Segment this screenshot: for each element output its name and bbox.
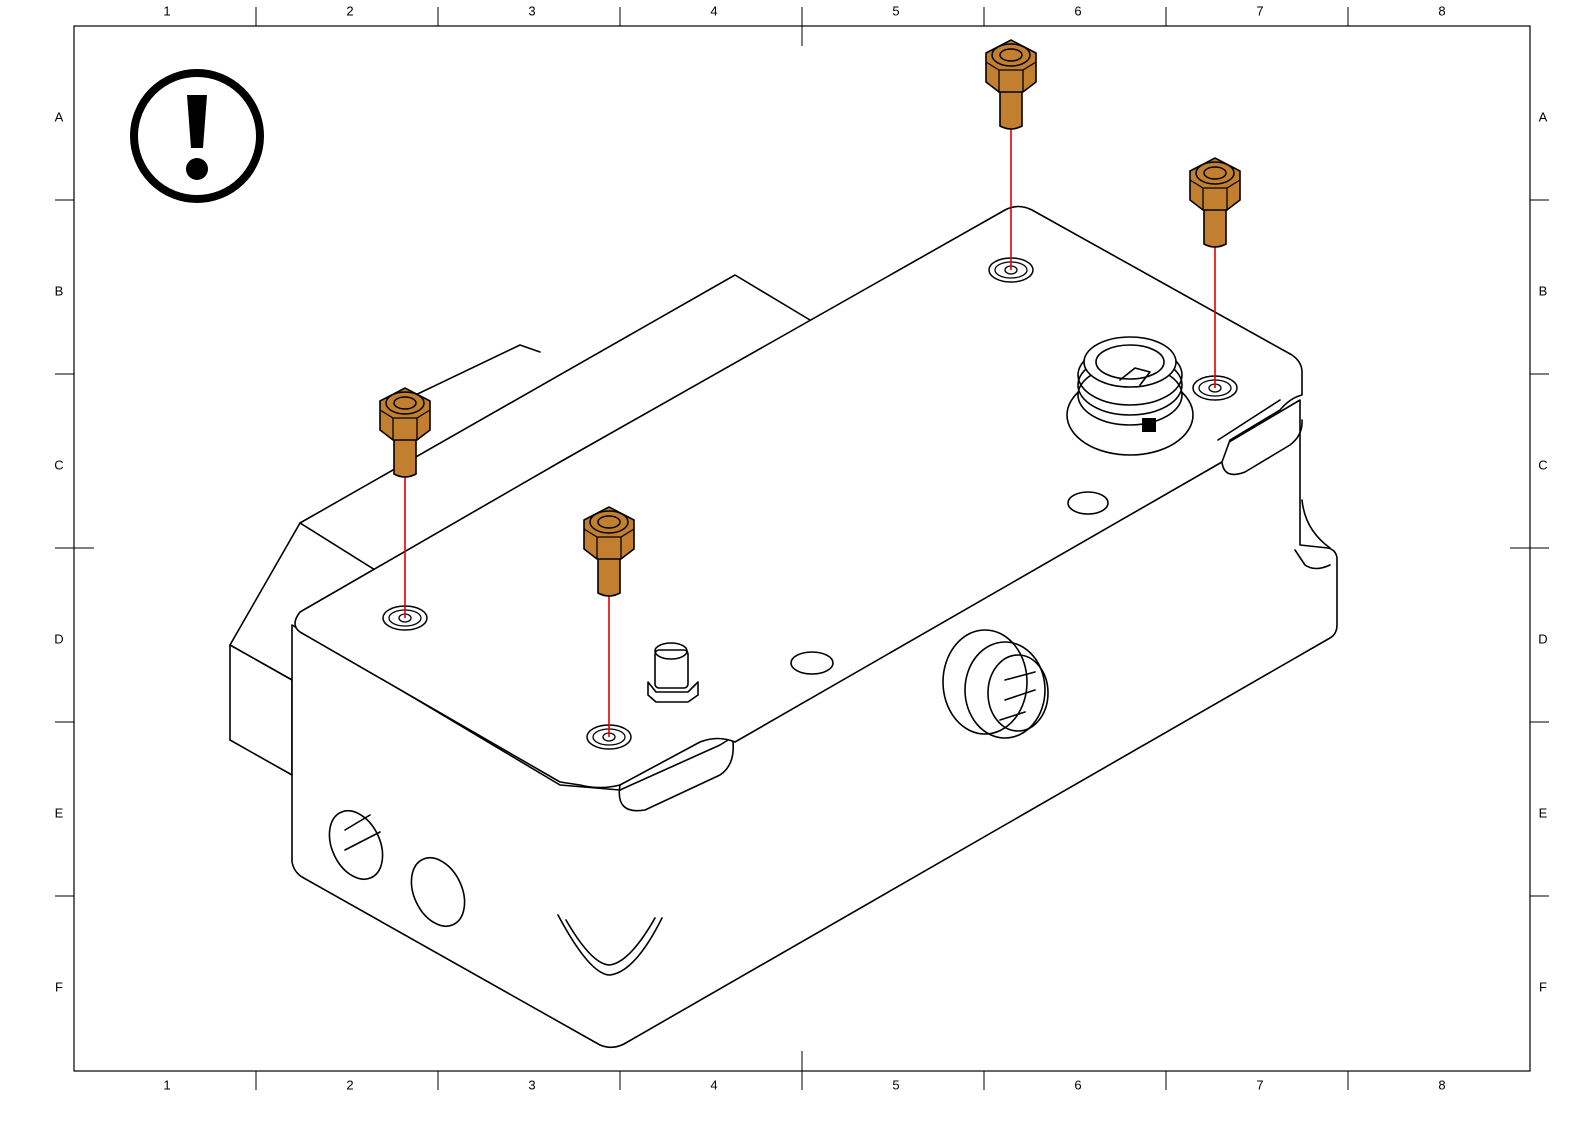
threaded-connector [1066, 336, 1194, 456]
screw-top-center [985, 39, 1037, 283]
screw-top-right [1189, 157, 1241, 401]
row-label: F [55, 979, 63, 994]
row-label: A [1539, 109, 1548, 124]
row-label: A [55, 109, 64, 124]
screw-left [379, 387, 431, 631]
column-label: 4 [710, 3, 717, 18]
zone-ticks [55, 7, 1549, 1090]
row-label: B [1539, 283, 1548, 298]
row-label: F [1539, 979, 1547, 994]
row-label: B [55, 283, 64, 298]
row-label: D [1538, 631, 1547, 646]
column-label: 6 [1074, 3, 1081, 18]
column-label: 2 [346, 3, 353, 18]
column-label: 5 [892, 3, 899, 18]
column-label: 6 [1074, 1077, 1081, 1092]
front-face [291, 399, 1338, 1049]
row-label: C [1538, 457, 1547, 472]
exclamation-circle-icon [130, 69, 264, 203]
row-label: D [54, 631, 63, 646]
small-post [647, 642, 699, 703]
row-label: E [1539, 805, 1548, 820]
screws [379, 39, 1241, 750]
column-label: 3 [528, 1077, 535, 1092]
zone-labels: 1 1 2 2 3 3 4 4 5 5 6 6 7 7 8 8 A A B B C C D D E E F F [54, 3, 1547, 1092]
column-label: 1 [163, 3, 170, 18]
column-label: 1 [163, 1077, 170, 1092]
screw-front [583, 506, 635, 750]
column-label: 7 [1256, 3, 1263, 18]
column-label: 2 [346, 1077, 353, 1092]
column-label: 5 [892, 1077, 899, 1092]
column-label: 3 [528, 3, 535, 18]
row-label: E [55, 805, 64, 820]
column-label: 7 [1256, 1077, 1263, 1092]
row-label: C [54, 457, 63, 472]
top-face [294, 205, 1303, 789]
column-label: 8 [1438, 3, 1445, 18]
housing [229, 205, 1338, 1049]
column-label: 4 [710, 1077, 717, 1092]
circular-connector [942, 629, 1049, 739]
column-label: 8 [1438, 1077, 1445, 1092]
